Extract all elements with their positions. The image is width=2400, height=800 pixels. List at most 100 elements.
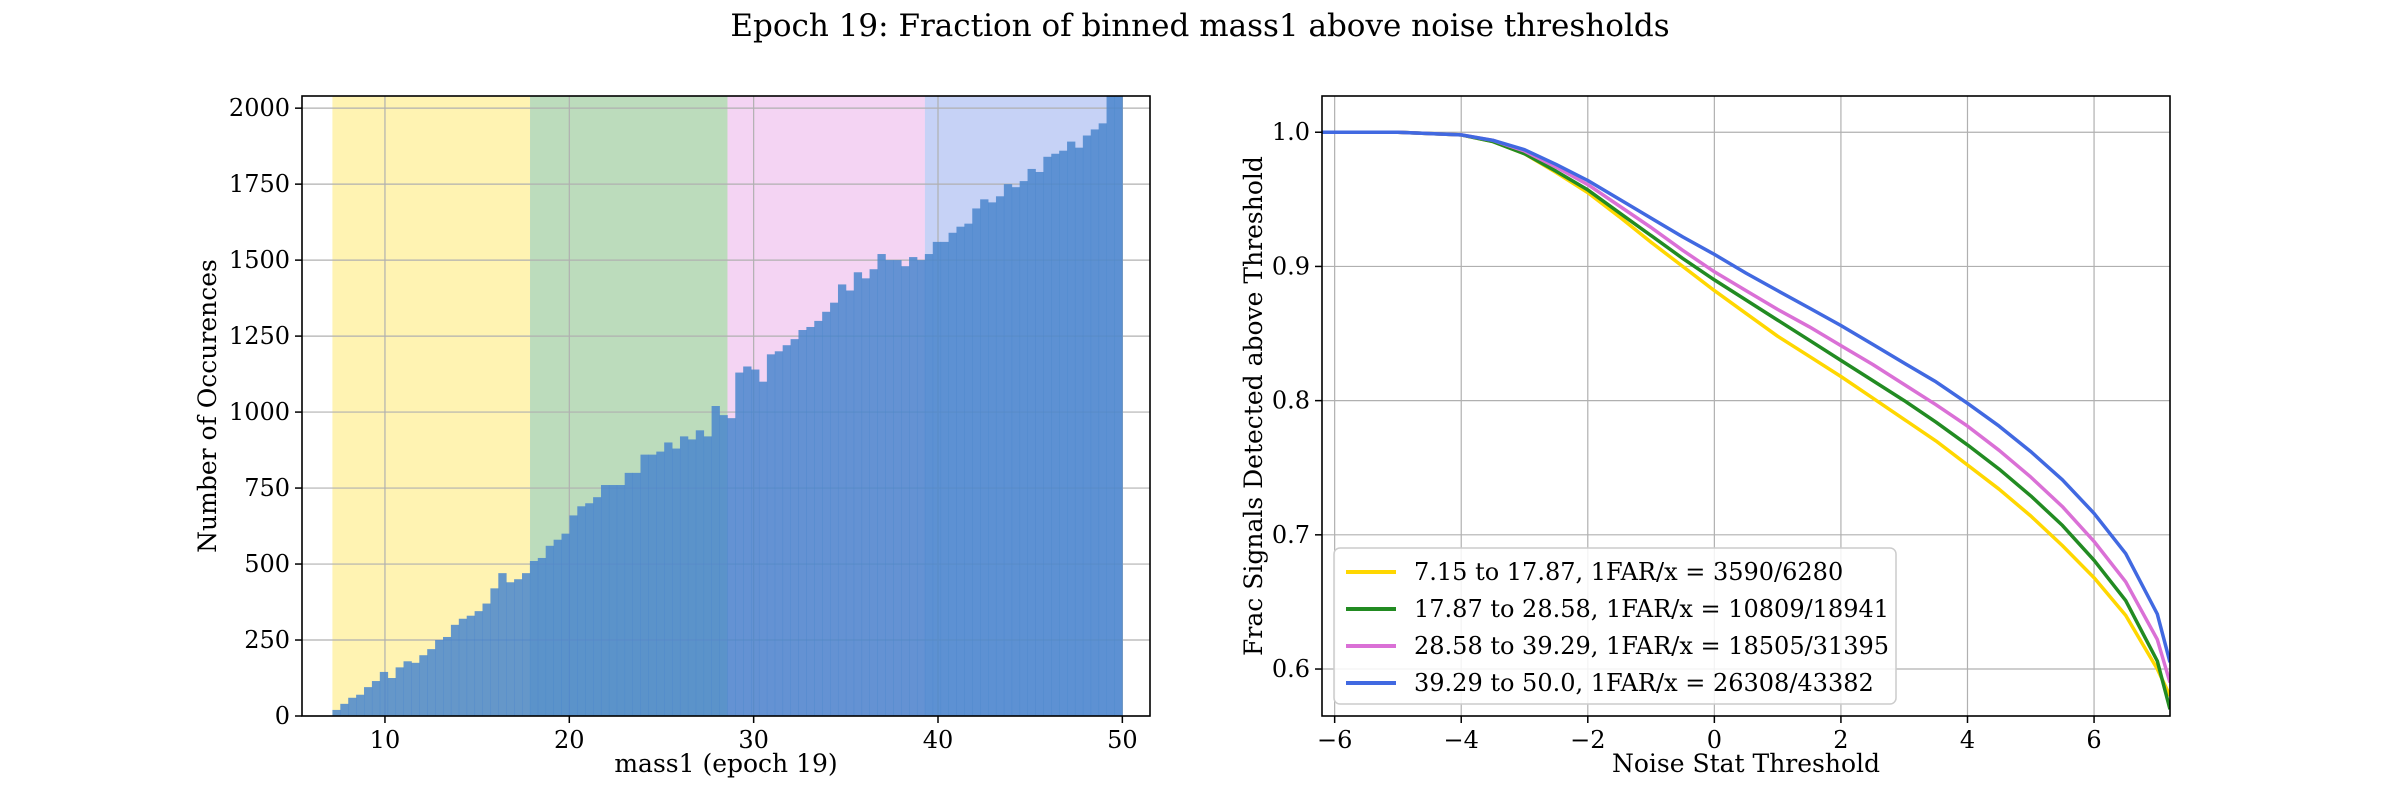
y-tick-label: 0.9 [1272,252,1310,280]
histogram-bar [506,582,515,716]
histogram-bar [948,232,957,716]
histogram-bar [640,454,649,716]
legend: 7.15 to 17.87, 1FAR/x = 3590/6280 17.87 t… [1333,547,1897,705]
x-tick-label: −6 [1317,726,1352,754]
histogram-bar [1106,96,1115,716]
histogram-bar [711,406,720,716]
histogram-bar [853,272,863,716]
histogram-bar [529,561,539,716]
x-tick-label: 30 [738,726,769,754]
y-axis-label: Frac Signals Detected above Threshold [1239,156,1268,656]
histogram-chart: 10 20 30 40 50025050075010001250150017502000… [193,94,1151,778]
series-line-4 [1322,130,2170,663]
histogram-bar [490,588,499,716]
histogram-bar [782,345,791,716]
x-tick-label: 2 [1833,726,1848,754]
x-tick-label: 40 [923,726,954,754]
x-axis-label: mass1 (epoch 19) [614,749,837,778]
histogram-bar [427,649,436,716]
histogram-bar [790,339,799,716]
plot-frame [1321,95,2171,717]
histogram-bar [1043,156,1052,717]
histogram-bar [435,640,444,716]
y-tick-label: 0.7 [1272,521,1310,549]
histogram-bar [774,351,784,716]
histogram-bar [743,366,752,716]
histogram-bar [340,703,349,716]
histogram-bar [751,369,760,716]
histogram-bar [679,436,689,716]
histogram-bar [806,326,815,716]
histogram-bar [553,539,562,716]
histogram-bar [909,257,918,716]
histogram-bar [703,436,712,716]
histogram-bar [419,655,428,716]
histogram-bar [656,451,665,716]
histogram-bar [964,223,973,716]
histogram-bar [387,678,397,716]
legend-entry-1: 7.15 to 17.87, 1FAR/x = 3590/6280 [1414,558,1843,586]
histogram-bar [901,266,910,716]
y-tick-label: 2000 [229,94,290,122]
histogram-bar [672,448,681,716]
histogram-bar [624,472,633,716]
series-line-2 [1322,130,2170,710]
histogram-bar [348,697,357,716]
histogram-bar [1011,187,1021,717]
x-tick-label: 0 [1707,726,1722,754]
histogram-bar [837,284,847,716]
histogram-bar [443,636,452,716]
histogram-bar [561,533,570,716]
y-tick-label: 0 [275,702,290,730]
y-tick-label: 250 [244,626,290,654]
histogram-bar [585,503,594,716]
x-tick-label: 20 [554,726,585,754]
histogram-bar [877,254,886,716]
y-tick-label: 0.6 [1272,655,1310,683]
histogram-bar [687,439,697,716]
histogram-bar [830,302,839,716]
histogram-bar [861,278,870,716]
histogram-bar [1027,168,1036,717]
histogram-bar [995,196,1005,716]
histogram-bar [885,260,894,716]
histogram-bar [972,208,981,716]
histogram-bar [727,418,736,716]
histogram-bar [632,472,641,716]
x-tick-label: 6 [2086,726,2101,754]
histogram-bar [1074,147,1084,716]
y-tick-label: 0.8 [1272,387,1310,415]
histogram-bar [545,545,554,716]
y-tick-label: 1250 [229,322,290,350]
histogram-bar [371,681,381,716]
histogram-bar [869,269,878,716]
y-tick-label: 1.0 [1272,118,1310,146]
histogram-bar [356,694,365,716]
legend-entry-2: 17.87 to 28.58, 1FAR/x = 10809/18941 [1414,595,1889,623]
histogram-bar [379,671,389,716]
y-tick-label: 500 [244,550,290,578]
threshold-line-chart: −6 −4 −2 0 2 4 6 0.6 0.7 0.8 0.9 1.0 Noise Stat Thre… [1239,95,2171,778]
x-axis-label: Noise Stat Threshold [1612,749,1880,778]
histogram-bar [537,557,547,716]
histogram-bar [403,661,412,716]
x-tick-label: 4 [1960,726,1975,754]
histogram-bar [988,202,997,716]
histogram-bar [1082,135,1092,716]
histogram-bar [514,579,523,716]
histogram-bar [719,415,728,716]
histogram-bar [593,497,602,716]
x-tick-label: −2 [1570,726,1605,754]
histogram-bar [364,687,373,716]
histogram-bar [332,709,341,716]
histogram-bar [648,454,657,716]
histogram-bar [498,573,507,716]
histogram-bar [940,241,949,716]
histogram-bar [411,662,420,716]
histogram-bar [1090,129,1100,716]
histogram-bar [1051,153,1060,716]
histogram-bar [845,290,855,716]
histogram-bar [474,611,483,716]
histogram-bar [600,485,610,716]
